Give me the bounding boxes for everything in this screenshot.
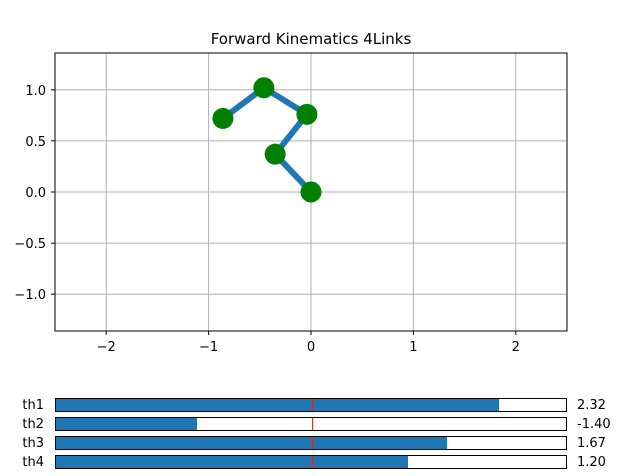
- y-tick-label: −0.5: [14, 237, 46, 252]
- plot-title: Forward Kinematics 4Links: [211, 30, 412, 48]
- y-tick-label: 0.0: [25, 186, 46, 201]
- joint-marker: [264, 143, 286, 165]
- joint-marker: [300, 181, 322, 203]
- grid-lines: [55, 53, 567, 331]
- joint-marker: [296, 103, 318, 125]
- slider-initial-value-marker: [312, 437, 313, 449]
- slider-initial-value-marker: [312, 399, 313, 411]
- x-tick-label: 0: [307, 340, 315, 355]
- y-tick-label: −1.0: [14, 288, 46, 303]
- link-chain: [212, 77, 322, 203]
- slider-label: th4: [22, 455, 44, 470]
- y-tick-label: 0.5: [25, 135, 46, 150]
- y-tick-label: 1.0: [25, 84, 46, 99]
- tick-labels: −2 −1 0 1 2 −1.0 −0.5 0.0 0.5 1.0: [14, 84, 520, 355]
- x-tick-label: 1: [409, 340, 417, 355]
- slider-th3: th3 1.67: [0, 436, 620, 452]
- slider-fill: [56, 456, 409, 468]
- link-line: [219, 84, 314, 195]
- slider-value: 1.67: [577, 436, 606, 451]
- slider-initial-value-marker: [312, 418, 313, 430]
- joint-marker: [212, 107, 234, 129]
- slider-value: -1.40: [577, 417, 611, 432]
- slider-initial-value-marker: [312, 456, 313, 468]
- slider-label: th1: [22, 398, 44, 413]
- slider-track-th2[interactable]: [55, 417, 567, 431]
- slider-label: th3: [22, 436, 44, 451]
- slider-th1: th1 2.32: [0, 398, 620, 414]
- kinematics-plot: Forward Kinematics 4Links −2 −1 0 1 2 −1.0 −0.…: [14, 30, 568, 355]
- slider-fill: [56, 418, 198, 430]
- slider-fill: [56, 437, 447, 449]
- slider-value: 2.32: [577, 398, 606, 413]
- x-tick-label: 2: [512, 340, 520, 355]
- slider-label: th2: [22, 417, 44, 432]
- joint-marker: [253, 77, 275, 99]
- slider-th4: th4 1.20: [0, 455, 620, 471]
- x-tick-label: −1: [199, 340, 218, 355]
- slider-track-th3[interactable]: [55, 436, 567, 450]
- plot-frame: [54, 52, 568, 332]
- x-tick-label: −2: [97, 340, 116, 355]
- slider-value: 1.20: [577, 455, 606, 470]
- slider-fill: [56, 399, 500, 411]
- slider-track-th1[interactable]: [55, 398, 567, 412]
- slider-track-th4[interactable]: [55, 455, 567, 469]
- slider-th2: th2 -1.40: [0, 417, 620, 433]
